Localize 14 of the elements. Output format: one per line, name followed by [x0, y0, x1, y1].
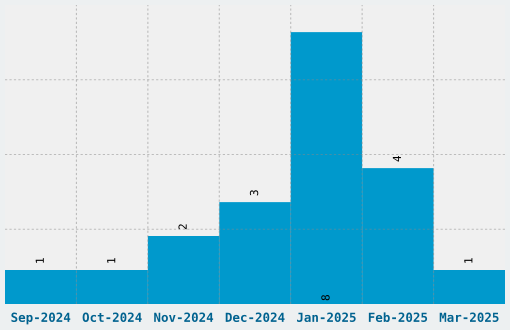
- x-tick-label: Nov-2024: [154, 312, 214, 322]
- x-tick-label: Sep-2024: [11, 312, 70, 324]
- data-label: 2: [178, 224, 187, 230]
- x-tick-label: Jan-2025: [296, 312, 356, 322]
- x-tick-label: Mar-2025: [440, 312, 499, 322]
- x-tick-label: Dec-2024: [226, 312, 285, 322]
- x-tick-label: Feb-2025: [368, 312, 428, 322]
- data-label: 1: [36, 258, 44, 263]
- data-label: 1: [464, 258, 472, 263]
- data-label: 3: [250, 190, 258, 196]
- data-label: 4: [392, 156, 401, 162]
- data-label: 1: [107, 258, 116, 263]
- x-tick-label: Oct-2024: [82, 312, 142, 322]
- data-label: 8: [321, 295, 330, 300]
